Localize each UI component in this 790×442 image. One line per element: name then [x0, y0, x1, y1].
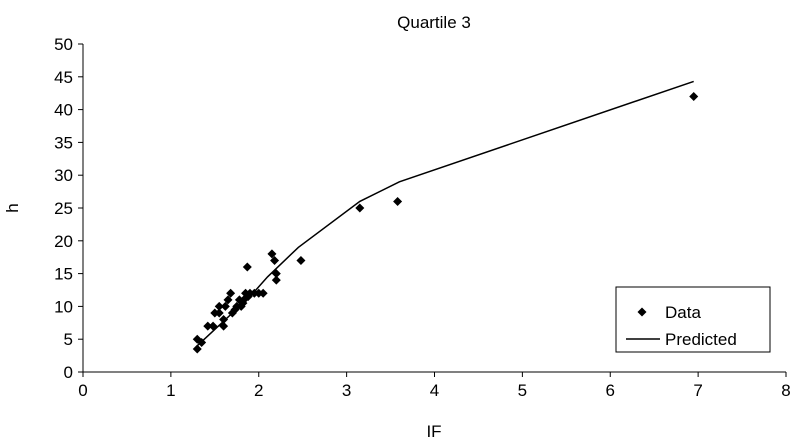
data-point: [296, 255, 306, 265]
x-tick-label: 0: [78, 381, 87, 400]
data-point: [197, 337, 207, 347]
x-axis-ticks: 0 1 2 3 4 5 6 7 8: [78, 372, 790, 400]
data-point: [214, 308, 224, 318]
y-tick-label: 20: [54, 232, 73, 251]
y-axis-ticks: 0 5 10 15 20 25 30 35 40 45 50: [54, 35, 83, 382]
y-tick-label: 25: [54, 199, 73, 218]
x-tick-label: 3: [342, 381, 351, 400]
data-point: [208, 321, 218, 331]
data-point: [223, 295, 233, 305]
x-tick-label: 5: [518, 381, 527, 400]
chart-title: Quartile 3: [397, 13, 471, 32]
data-point: [226, 288, 236, 298]
data-point: [267, 249, 277, 259]
data-point: [192, 344, 202, 354]
x-tick-label: 2: [254, 381, 263, 400]
legend-label-data: Data: [665, 303, 701, 322]
y-tick-label: 10: [54, 297, 73, 316]
x-tick-label: 4: [430, 381, 439, 400]
data-point: [220, 301, 230, 311]
data-point: [271, 275, 281, 285]
data-point: [242, 262, 252, 272]
data-point: [219, 321, 229, 331]
y-tick-label: 40: [54, 101, 73, 120]
y-axis-title: h: [3, 203, 22, 212]
data-point: [203, 321, 213, 331]
y-tick-label: 35: [54, 133, 73, 152]
predicted-line: [196, 80, 694, 347]
y-tick-label: 0: [64, 363, 73, 382]
series-layer: [192, 80, 699, 354]
y-tick-label: 50: [54, 35, 73, 54]
data-point: [393, 196, 403, 206]
x-tick-label: 8: [781, 381, 790, 400]
data-point: [219, 315, 229, 325]
x-tick-label: 1: [166, 381, 175, 400]
data-point: [270, 255, 280, 265]
data-point: [355, 203, 365, 213]
y-tick-label: 30: [54, 166, 73, 185]
y-tick-label: 45: [54, 68, 73, 87]
x-tick-label: 6: [606, 381, 615, 400]
data-point: [271, 269, 281, 279]
y-tick-label: 15: [54, 265, 73, 284]
x-tick-label: 7: [693, 381, 702, 400]
data-point: [258, 288, 268, 298]
legend-box: [615, 286, 771, 353]
x-axis-title: IF: [426, 422, 441, 441]
legend-marker-data: [637, 307, 647, 317]
y-tick-label: 5: [64, 330, 73, 349]
data-point: [689, 91, 699, 101]
data-point: [214, 301, 224, 311]
legend: Data Predicted: [615, 286, 771, 353]
legend-label-predicted: Predicted: [665, 330, 737, 349]
